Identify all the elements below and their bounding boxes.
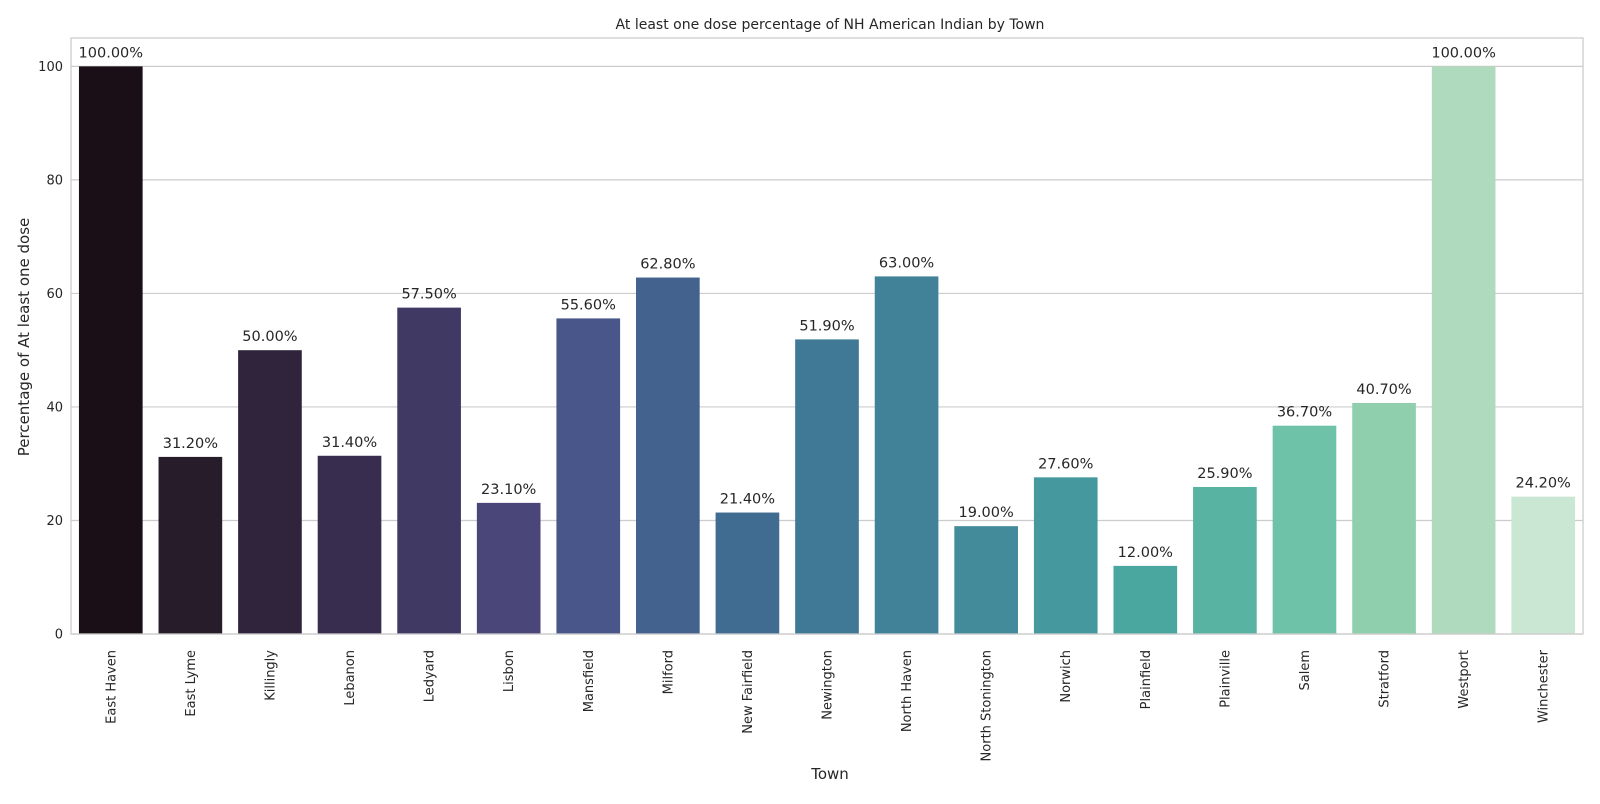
- bar: [397, 307, 461, 634]
- x-tick-label: East Haven: [104, 650, 119, 724]
- y-tick-label: 20: [46, 514, 63, 529]
- data-label: 31.20%: [163, 436, 218, 452]
- x-tick-label: Plainville: [1218, 650, 1233, 708]
- chart-title: At least one dose percentage of NH Ameri…: [616, 17, 1045, 33]
- x-ticks: East Haven East Lyme Killingly Lebanon Ledya…: [104, 649, 1551, 761]
- bar: [1511, 496, 1576, 634]
- data-label: 24.20%: [1516, 476, 1571, 492]
- data-label: 25.90%: [1197, 466, 1252, 482]
- y-tick-label: 0: [55, 628, 63, 643]
- data-label: 27.60%: [1038, 456, 1093, 472]
- x-tick-label: Lisbon: [502, 650, 517, 692]
- bar: [158, 456, 223, 634]
- data-label: 63.00%: [879, 255, 934, 271]
- y-tick-label: 40: [46, 400, 63, 415]
- x-tick-label: North Stonington: [980, 650, 995, 761]
- data-label: 57.50%: [401, 287, 456, 303]
- x-tick-label: Norwich: [1059, 650, 1074, 703]
- bar: [1272, 425, 1337, 634]
- bar: [795, 339, 859, 634]
- data-label: 100.00%: [1431, 45, 1496, 61]
- x-tick-label: Mansfield: [582, 650, 597, 712]
- x-tick-label: Lebanon: [343, 650, 358, 706]
- data-label: 62.80%: [640, 257, 695, 273]
- bar: [556, 318, 621, 634]
- data-labels: 100.00% 31.20% 50.00% 31.40% 57.50% 23.10% 55.…: [79, 45, 1571, 561]
- bar: [1193, 486, 1257, 634]
- x-tick-label: New Fairfield: [741, 650, 756, 734]
- plot-frame: [70, 37, 1584, 635]
- bar: [78, 66, 143, 634]
- data-label: 100.00%: [79, 45, 144, 61]
- x-tick-label: Plainfield: [1139, 650, 1154, 709]
- x-tick-label: North Haven: [900, 650, 915, 732]
- bar: [317, 455, 382, 634]
- y-ticks: 0 20 40 60 80 100: [38, 60, 63, 643]
- y-tick-label: 80: [46, 173, 63, 188]
- x-tick-label: Salem: [1298, 650, 1313, 691]
- bar: [1431, 66, 1496, 634]
- bar: [476, 502, 541, 634]
- data-label: 36.70%: [1277, 405, 1332, 421]
- bar: [1033, 477, 1098, 634]
- y-tick-label: 60: [46, 287, 63, 302]
- x-axis-label: Town: [810, 765, 849, 783]
- y-axis-label: Percentage of At least one dose: [15, 218, 33, 457]
- x-tick-label: Stratford: [1378, 650, 1393, 708]
- bar: [238, 350, 302, 634]
- data-label: 31.40%: [322, 435, 377, 451]
- data-label: 40.70%: [1356, 382, 1411, 398]
- data-label: 23.10%: [481, 482, 536, 498]
- x-tick-label: Milford: [661, 650, 676, 694]
- bar: [636, 277, 700, 634]
- data-label: 21.40%: [720, 492, 775, 508]
- x-tick-label: Ledyard: [423, 650, 438, 702]
- data-label: 51.90%: [799, 318, 854, 334]
- x-tick-label: Westport: [1457, 650, 1472, 709]
- plot-border: [70, 37, 1584, 635]
- y-tick-label: 100: [38, 60, 63, 75]
- bar: [715, 512, 780, 634]
- data-label: 50.00%: [242, 329, 297, 345]
- data-label: 55.60%: [561, 297, 616, 313]
- bar: [954, 526, 1018, 634]
- data-label: 12.00%: [1118, 545, 1173, 561]
- bar: [874, 276, 939, 634]
- x-tick-label: Killingly: [263, 650, 278, 701]
- x-tick-label: Winchester: [1537, 649, 1552, 723]
- x-tick-label: East Lyme: [184, 650, 199, 717]
- bar: [1113, 565, 1178, 634]
- bar: [1352, 402, 1416, 634]
- data-label: 19.00%: [959, 505, 1014, 521]
- bar-layer: [78, 66, 1576, 634]
- x-tick-label: Newington: [821, 650, 836, 720]
